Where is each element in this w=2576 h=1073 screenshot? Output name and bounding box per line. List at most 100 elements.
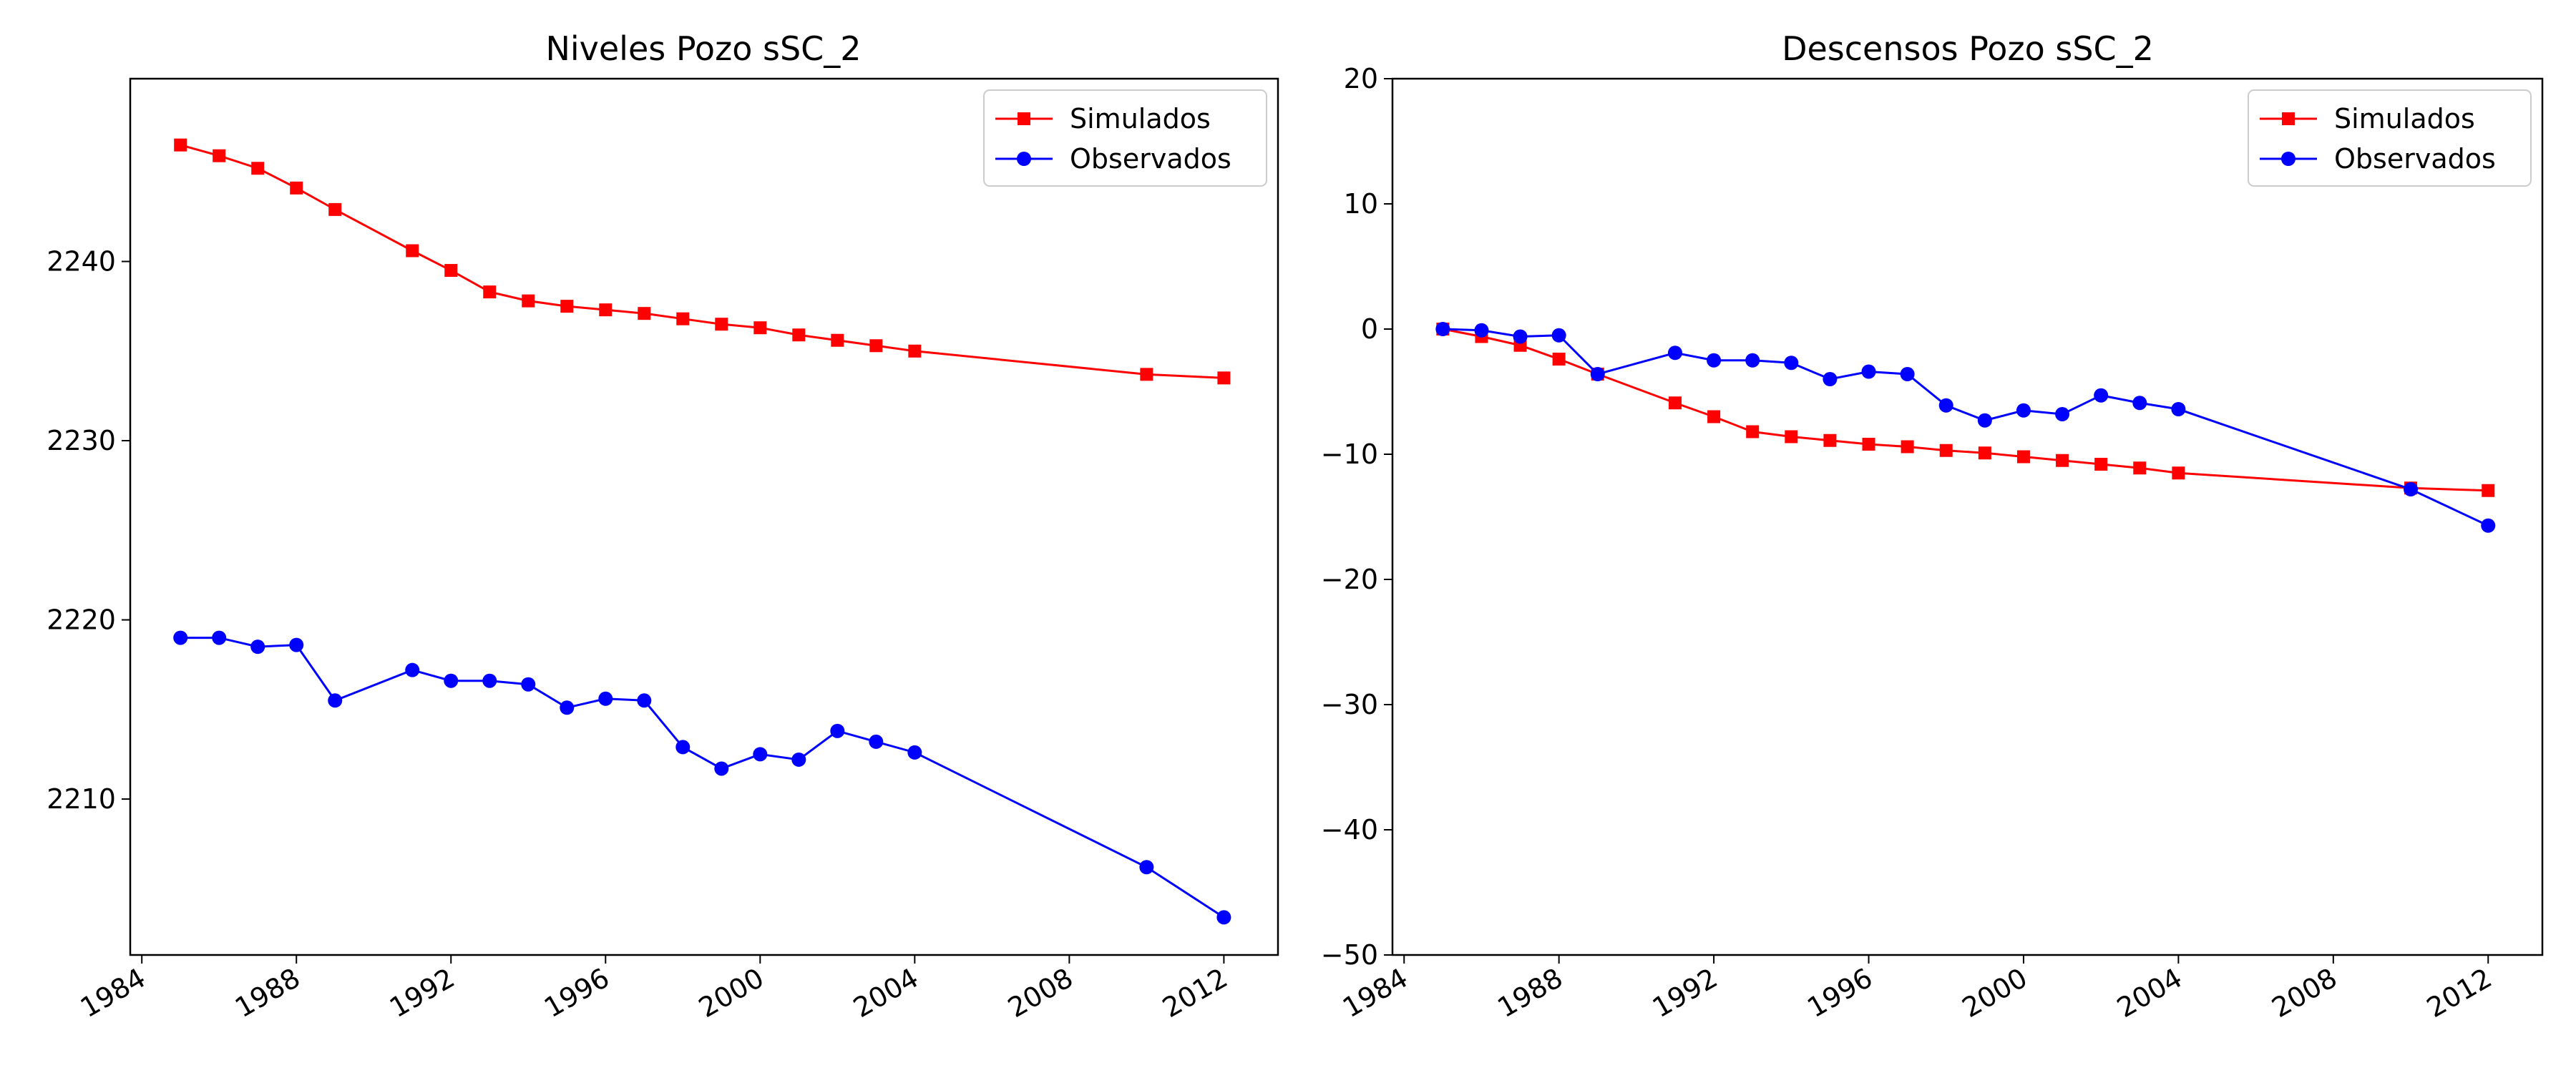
- legend-box: [983, 89, 1267, 187]
- chart-title: Descensos Pozo sSC_2: [1782, 29, 2154, 68]
- data-point: [638, 307, 651, 320]
- legend-label: Observados: [1070, 143, 1231, 175]
- data-point: [1140, 368, 1153, 381]
- data-point: [1901, 440, 1914, 454]
- data-point: [1667, 346, 1682, 361]
- y-tick-label: 2230: [47, 425, 116, 456]
- y-tick-label: −30: [1321, 689, 1378, 720]
- data-point: [174, 138, 187, 152]
- data-point: [1785, 430, 1798, 444]
- legend-swatch-marker: [1018, 112, 1030, 125]
- y-tick-label: −50: [1321, 939, 1378, 971]
- y-tick-label: −40: [1321, 814, 1378, 846]
- data-point: [1552, 353, 1566, 366]
- data-point: [444, 673, 459, 688]
- plot-frame: [129, 77, 1279, 956]
- data-point: [2056, 454, 2069, 467]
- data-point: [715, 318, 728, 331]
- data-point: [482, 673, 497, 688]
- data-point: [1978, 446, 1991, 460]
- data-point: [2133, 461, 2147, 475]
- data-point: [560, 700, 575, 715]
- data-point: [1823, 372, 1838, 386]
- data-point: [908, 344, 922, 358]
- data-point: [1862, 438, 1875, 451]
- data-point: [831, 333, 844, 347]
- data-point: [1977, 413, 1992, 428]
- data-point: [869, 339, 883, 353]
- data-point: [1435, 322, 1450, 336]
- data-point: [907, 745, 922, 760]
- y-tick-label: 20: [1344, 63, 1378, 94]
- plot-frame: [1391, 77, 2544, 956]
- legend-label: Observados: [2334, 143, 2496, 175]
- data-point: [1707, 410, 1721, 423]
- data-point: [1861, 364, 1876, 379]
- data-point: [2016, 450, 2030, 464]
- data-point: [1707, 353, 1722, 368]
- data-point: [1551, 328, 1566, 343]
- data-point: [290, 181, 303, 195]
- data-point: [1939, 444, 1953, 457]
- data-point: [483, 285, 497, 299]
- data-point: [1474, 323, 1489, 338]
- data-point: [444, 264, 458, 278]
- data-point: [1823, 433, 1837, 447]
- legend-swatch-marker: [2281, 152, 2296, 166]
- data-point: [250, 640, 265, 655]
- data-point: [2016, 403, 2031, 418]
- y-tick-label: 2240: [47, 246, 116, 278]
- data-point: [521, 677, 536, 692]
- data-point: [675, 740, 691, 755]
- data-point: [2094, 458, 2108, 471]
- data-point: [2132, 396, 2147, 411]
- data-point: [251, 162, 265, 175]
- legend-label: Simulados: [1070, 103, 1211, 134]
- y-tick-label: 0: [1361, 313, 1378, 345]
- data-point: [173, 630, 188, 645]
- y-tick-label: 2220: [47, 604, 116, 636]
- legend-swatch-marker: [2282, 112, 2295, 125]
- data-point: [1216, 910, 1231, 925]
- data-point: [2172, 466, 2185, 480]
- chart-title: Niveles Pozo sSC_2: [545, 29, 861, 68]
- data-point: [2055, 407, 2070, 421]
- y-tick-label: 2210: [47, 783, 116, 815]
- data-point: [598, 691, 613, 706]
- data-point: [753, 747, 768, 762]
- y-tick-label: 10: [1344, 188, 1378, 220]
- y-tick-label: −10: [1321, 438, 1378, 470]
- data-point: [405, 662, 420, 677]
- data-point: [714, 761, 729, 776]
- data-point: [2171, 402, 2186, 416]
- data-point: [560, 300, 574, 313]
- data-point: [869, 734, 884, 749]
- legend-label: Simulados: [2334, 103, 2475, 134]
- data-point: [2094, 388, 2109, 403]
- data-point: [753, 321, 767, 335]
- data-point: [328, 693, 343, 708]
- data-point: [830, 723, 845, 738]
- data-point: [213, 149, 226, 162]
- data-point: [1139, 860, 1154, 875]
- data-point: [2481, 518, 2496, 533]
- data-point: [1938, 398, 1953, 413]
- data-point: [1746, 425, 1760, 438]
- data-point: [406, 244, 419, 258]
- data-point: [676, 312, 690, 325]
- data-point: [792, 328, 806, 342]
- data-point: [212, 630, 227, 645]
- data-point: [637, 693, 652, 708]
- data-point: [522, 294, 535, 308]
- y-tick-label: −20: [1321, 564, 1378, 595]
- data-point: [289, 637, 304, 652]
- data-point: [1900, 367, 1915, 381]
- legend-box: [2248, 89, 2532, 187]
- data-point: [1513, 329, 1528, 344]
- legend-swatch-marker: [1017, 152, 1031, 166]
- data-point: [599, 303, 613, 317]
- data-point: [1668, 396, 1682, 410]
- data-point: [791, 752, 806, 767]
